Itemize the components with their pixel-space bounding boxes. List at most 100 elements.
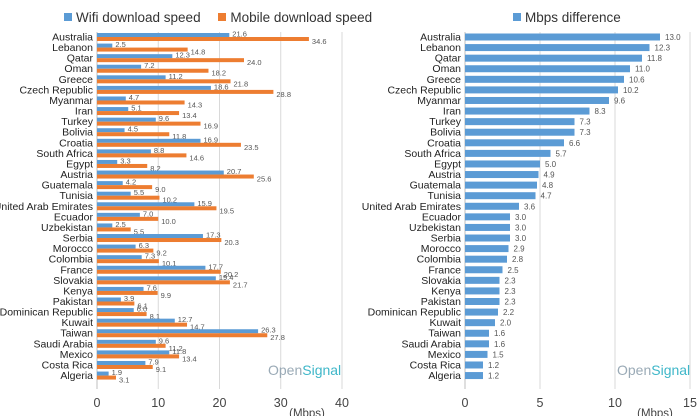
value-label-mobile: 14.3 (188, 100, 203, 109)
value-label-difference: 2.3 (505, 287, 517, 296)
category-label: Uzbekistan (409, 222, 461, 234)
right-chart: 0 5 10 15 (Mbps) Australia 13.0 Lebanon 12.3 Qata… (362, 32, 697, 416)
bar-mobile (97, 216, 159, 221)
category-label: Slovakia (421, 275, 461, 287)
value-label-mobile: 21.7 (233, 280, 248, 289)
right-watermark: OpenSignal (617, 362, 690, 378)
category-label: Greece (427, 74, 462, 86)
category-label: Turkey (429, 116, 461, 128)
category-label: Costa Rica (410, 359, 462, 371)
value-label-difference: 2.3 (505, 276, 517, 285)
bar-mobile (97, 280, 230, 285)
value-label-wifi: 26.3 (261, 326, 276, 335)
value-label-mobile: 14.6 (189, 153, 204, 162)
value-label-difference: 3.0 (515, 223, 527, 232)
category-label: France (428, 264, 461, 276)
value-label-wifi: 18.6 (214, 82, 229, 91)
x-tick-label: 10 (151, 396, 165, 410)
category-label: Oman (432, 63, 461, 75)
value-label-mobile: 8.1 (150, 312, 160, 321)
value-label-difference: 2.0 (500, 319, 512, 328)
value-label-wifi: 12.7 (178, 315, 193, 324)
category-label: South Africa (36, 148, 93, 160)
category-label: Qatar (435, 53, 462, 65)
bar-wifi (97, 308, 134, 313)
value-label-wifi: 2.5 (115, 40, 125, 49)
category-label: Pakistan (53, 296, 93, 308)
value-label-mobile: 19.5 (219, 206, 234, 215)
value-label-wifi: 7.0 (143, 209, 153, 218)
bar-mobile (97, 290, 158, 295)
value-label-wifi: 19.4 (219, 273, 234, 282)
value-label-difference: 2.9 (514, 245, 526, 254)
value-label-wifi: 7.9 (148, 357, 158, 366)
value-label-mobile: 11.2 (169, 344, 183, 353)
bar-wifi (97, 54, 173, 59)
category-label: Czech Republic (19, 84, 93, 96)
bar-wifi (97, 329, 259, 334)
category-label: Lebanon (420, 42, 461, 54)
bar-mobile (97, 238, 222, 243)
category-label: Kenya (431, 285, 461, 297)
bar-wifi (97, 339, 156, 344)
value-label-mobile: 20.3 (224, 238, 239, 247)
category-label: Colombia (417, 254, 462, 266)
category-label: Taiwan (60, 328, 93, 340)
category-label: Bolivia (62, 127, 93, 139)
value-label-difference: 4.7 (541, 192, 553, 201)
value-label-mobile: 10.1 (162, 259, 177, 268)
bar-mobile (97, 364, 153, 369)
bar-difference (465, 181, 537, 189)
value-label-wifi: 6.0 (137, 305, 147, 314)
bar-wifi (97, 360, 146, 365)
watermark-signal: Signal (651, 362, 691, 378)
category-label: Greece (59, 74, 94, 86)
value-label-wifi: 17.3 (206, 231, 221, 240)
value-label-difference: 5.7 (556, 149, 568, 158)
bar-wifi (97, 350, 170, 355)
bar-difference (465, 86, 618, 94)
value-label-mobile: 11.8 (172, 132, 186, 141)
value-label-mobile: 18.2 (211, 69, 226, 78)
bar-mobile (97, 301, 135, 306)
value-label-difference: 6.6 (569, 139, 581, 148)
bar-mobile (97, 195, 160, 200)
bar-difference (465, 266, 503, 274)
bar-wifi (97, 202, 195, 207)
bar-difference (465, 361, 483, 369)
bar-mobile (97, 185, 153, 190)
value-label-wifi: 3.3 (120, 156, 130, 165)
bar-difference (465, 54, 642, 62)
value-label-difference: 3.0 (515, 234, 527, 243)
bar-difference (465, 160, 540, 168)
bar-mobile (97, 163, 148, 168)
value-label-mobile: 23.5 (244, 143, 259, 152)
bar-wifi (97, 107, 129, 112)
value-label-wifi: 2.5 (115, 220, 125, 229)
x-axis-label: (Mbps) (637, 408, 673, 416)
value-label-mobile: 28.8 (276, 90, 291, 99)
bar-wifi (97, 149, 151, 154)
legend-item-mobile: Mobile download speed (218, 10, 372, 25)
bar-difference (465, 171, 539, 179)
value-label-mobile: 14.7 (190, 323, 205, 332)
value-label-mobile: 10.0 (161, 217, 176, 226)
bar-difference (465, 223, 510, 231)
value-label-mobile: 21.8 (234, 79, 249, 88)
category-label: Turkey (61, 116, 93, 128)
value-label-difference: 2.2 (503, 308, 515, 317)
bar-difference (465, 202, 519, 210)
value-label-mobile: 6.1 (137, 302, 147, 311)
value-label-mobile: 20.2 (224, 270, 239, 279)
bar-difference (465, 329, 489, 337)
bar-difference (465, 287, 500, 295)
value-label-mobile: 27.8 (270, 333, 285, 342)
bar-difference (465, 350, 488, 358)
category-label: Serbia (63, 233, 94, 245)
category-label: Austria (60, 169, 93, 181)
value-label-wifi: 11.2 (169, 72, 183, 81)
bar-difference (465, 33, 660, 41)
category-label: Egypt (434, 158, 461, 170)
category-label: Guatemala (410, 180, 462, 192)
